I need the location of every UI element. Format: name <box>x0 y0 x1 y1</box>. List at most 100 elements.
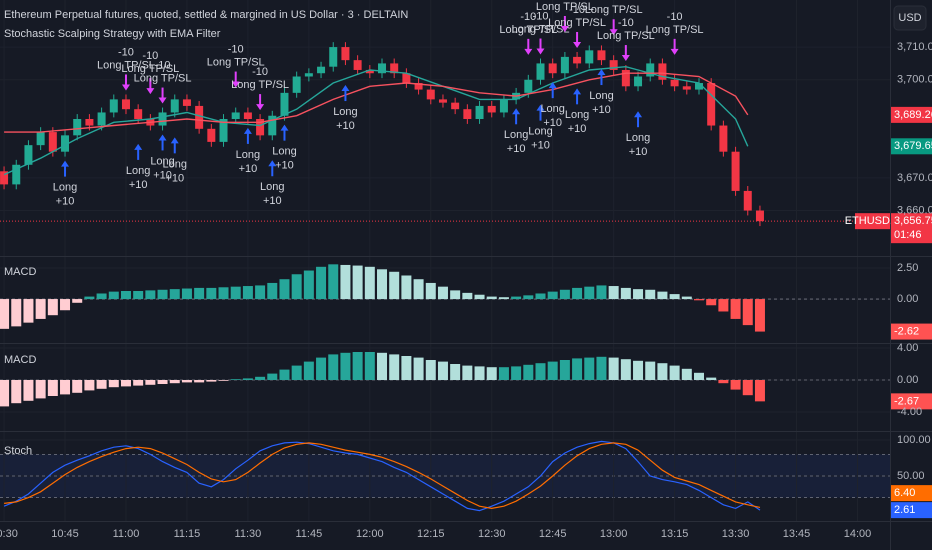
ema-line <box>4 72 749 133</box>
stoch-line <box>3 440 761 512</box>
histogram-bar <box>681 296 692 300</box>
y-tick-label: -4.00 <box>897 406 922 418</box>
candle-body <box>195 105 204 129</box>
histogram-bar <box>181 380 192 383</box>
candle-body <box>243 112 252 119</box>
histogram-bar <box>23 380 34 401</box>
y-tick-label: 3,710.00 <box>897 41 932 53</box>
histogram-bar <box>413 279 424 300</box>
exit-qty: -10 <box>252 66 268 78</box>
exit-arrow-head <box>621 55 630 62</box>
entry-qty: +10 <box>592 104 611 116</box>
histogram-bar <box>169 380 180 384</box>
price-tag-label: 3,679.65 <box>894 140 932 152</box>
exit-label: Long TP/SL <box>646 24 704 36</box>
pane <box>3 440 761 512</box>
candle-body <box>24 145 33 165</box>
y-tick-label: 3,660.00 <box>897 204 932 216</box>
histogram-bar <box>742 299 753 326</box>
exit-arrow-head <box>524 48 533 55</box>
candle-body <box>365 69 374 74</box>
candle-body <box>451 102 460 110</box>
histogram-bar <box>474 294 485 300</box>
entry-arrow-head <box>61 160 70 167</box>
histogram-bar <box>108 380 119 388</box>
histogram-bar <box>559 289 570 300</box>
candle-body <box>85 119 94 126</box>
x-tick-label: 12:15 <box>417 528 445 540</box>
exit-qty: -10 <box>618 17 634 29</box>
countdown-label: 01:46 <box>894 229 922 241</box>
price-tag-label: 3,656.75 <box>894 215 932 227</box>
histogram-bar <box>352 265 363 300</box>
candle-body <box>743 190 752 211</box>
exit-label: Long TP/SL <box>207 56 265 68</box>
exit-label: Long TP/SL <box>597 30 655 42</box>
entry-arrow-head <box>548 82 557 89</box>
price-tag-label: -2.62 <box>894 325 919 337</box>
candle-body <box>121 99 130 110</box>
histogram-bar <box>47 380 58 396</box>
histogram-bar <box>572 287 583 300</box>
histogram-bar <box>242 378 253 380</box>
currency-label[interactable]: USD <box>898 12 921 24</box>
candle-body <box>438 99 447 103</box>
pane <box>0 264 765 332</box>
y-tick-label: 2.50 <box>897 262 918 274</box>
candle-body <box>475 105 484 119</box>
x-tick-label: 12:30 <box>478 528 506 540</box>
candle-body <box>694 83 703 90</box>
price-tag-label: 2.61 <box>894 504 915 516</box>
histogram-bar <box>730 299 741 319</box>
candle-body <box>719 125 728 152</box>
entry-arrow-head <box>268 160 277 167</box>
candle-body <box>341 47 350 61</box>
exit-qty: -10 <box>118 46 134 58</box>
histogram-bar <box>120 291 131 300</box>
pane-grid <box>0 439 890 499</box>
histogram-bar <box>303 361 314 380</box>
entry-arrow-head <box>170 137 179 144</box>
exit-arrow-head <box>573 41 582 48</box>
histogram-bar <box>96 293 107 300</box>
histogram-bar <box>401 275 412 300</box>
candle-body <box>0 171 9 185</box>
histogram-bar <box>291 365 302 380</box>
y-tick-label: 3,700.00 <box>897 74 932 86</box>
histogram-bar <box>681 368 692 380</box>
candle-body <box>329 47 338 67</box>
x-tick-label: 14:00 <box>844 528 872 540</box>
candle-body <box>634 76 643 87</box>
pane-title: Stoch <box>4 445 32 457</box>
candle-body <box>426 89 435 100</box>
candle-body <box>158 112 167 126</box>
exit-label: Long TP/SL <box>512 23 570 35</box>
candle-body <box>707 83 716 126</box>
currency-button[interactable] <box>893 5 927 31</box>
entry-label: Long <box>272 146 296 158</box>
histogram-bar <box>425 282 436 300</box>
exit-arrow-head <box>560 25 569 32</box>
histogram-bar <box>279 279 290 300</box>
x-tick-label: 11:15 <box>174 528 201 540</box>
histogram-bar <box>462 292 473 300</box>
price-tag <box>891 323 932 340</box>
candle-body <box>670 79 679 87</box>
entry-label: Long <box>528 126 552 138</box>
entry-qty: +10 <box>263 195 282 207</box>
candle-body <box>585 50 594 64</box>
histogram-bar <box>450 290 461 300</box>
histogram-bar <box>547 361 558 380</box>
price-tag <box>891 485 932 502</box>
histogram-bar <box>291 274 302 300</box>
histogram-bar <box>255 376 266 380</box>
stoch-line <box>4 442 761 510</box>
histogram-bar <box>693 299 704 301</box>
candle-body <box>97 112 106 126</box>
histogram-bar <box>84 296 95 300</box>
candle-body <box>280 92 289 116</box>
histogram-bar <box>633 289 644 300</box>
candle-body <box>292 76 301 93</box>
price-tag <box>891 213 932 244</box>
entry-qty: +10 <box>543 117 562 129</box>
